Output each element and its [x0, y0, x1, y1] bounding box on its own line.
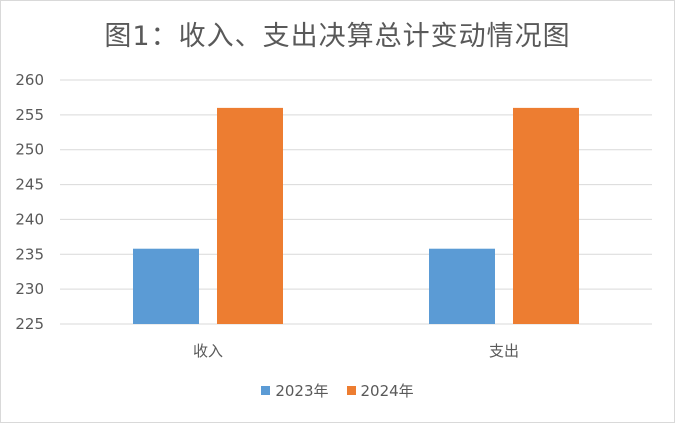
- y-tick-label-225: 225: [15, 315, 44, 333]
- bar-0-1: [217, 107, 283, 324]
- legend-label-2023: 2023年: [275, 382, 329, 400]
- legend-item-2023: 2023年: [261, 380, 329, 401]
- y-tick-label-255: 255: [15, 106, 44, 124]
- chart-legend: 2023年 2024年: [0, 380, 675, 401]
- chart-title: 图1：收入、支出决算总计变动情况图: [104, 21, 571, 52]
- legend-label-2024: 2024年: [360, 382, 414, 400]
- x-category-label-0: 收入: [193, 342, 223, 360]
- legend-swatch-2023: [261, 386, 271, 395]
- y-tick-label-250: 250: [15, 141, 44, 159]
- y-tick-label-245: 245: [15, 176, 44, 194]
- bar-1-1: [513, 107, 579, 324]
- y-tick-label-260: 260: [15, 71, 44, 89]
- x-category-label-1: 支出: [489, 342, 519, 360]
- y-tick-label-240: 240: [15, 210, 44, 228]
- y-tick-label-235: 235: [15, 245, 44, 263]
- bar-1-0: [429, 248, 495, 324]
- y-tick-label-230: 230: [15, 280, 44, 298]
- legend-swatch-2024: [346, 386, 356, 395]
- bar-0-0: [133, 248, 199, 324]
- legend-item-2024: 2024年: [346, 380, 414, 401]
